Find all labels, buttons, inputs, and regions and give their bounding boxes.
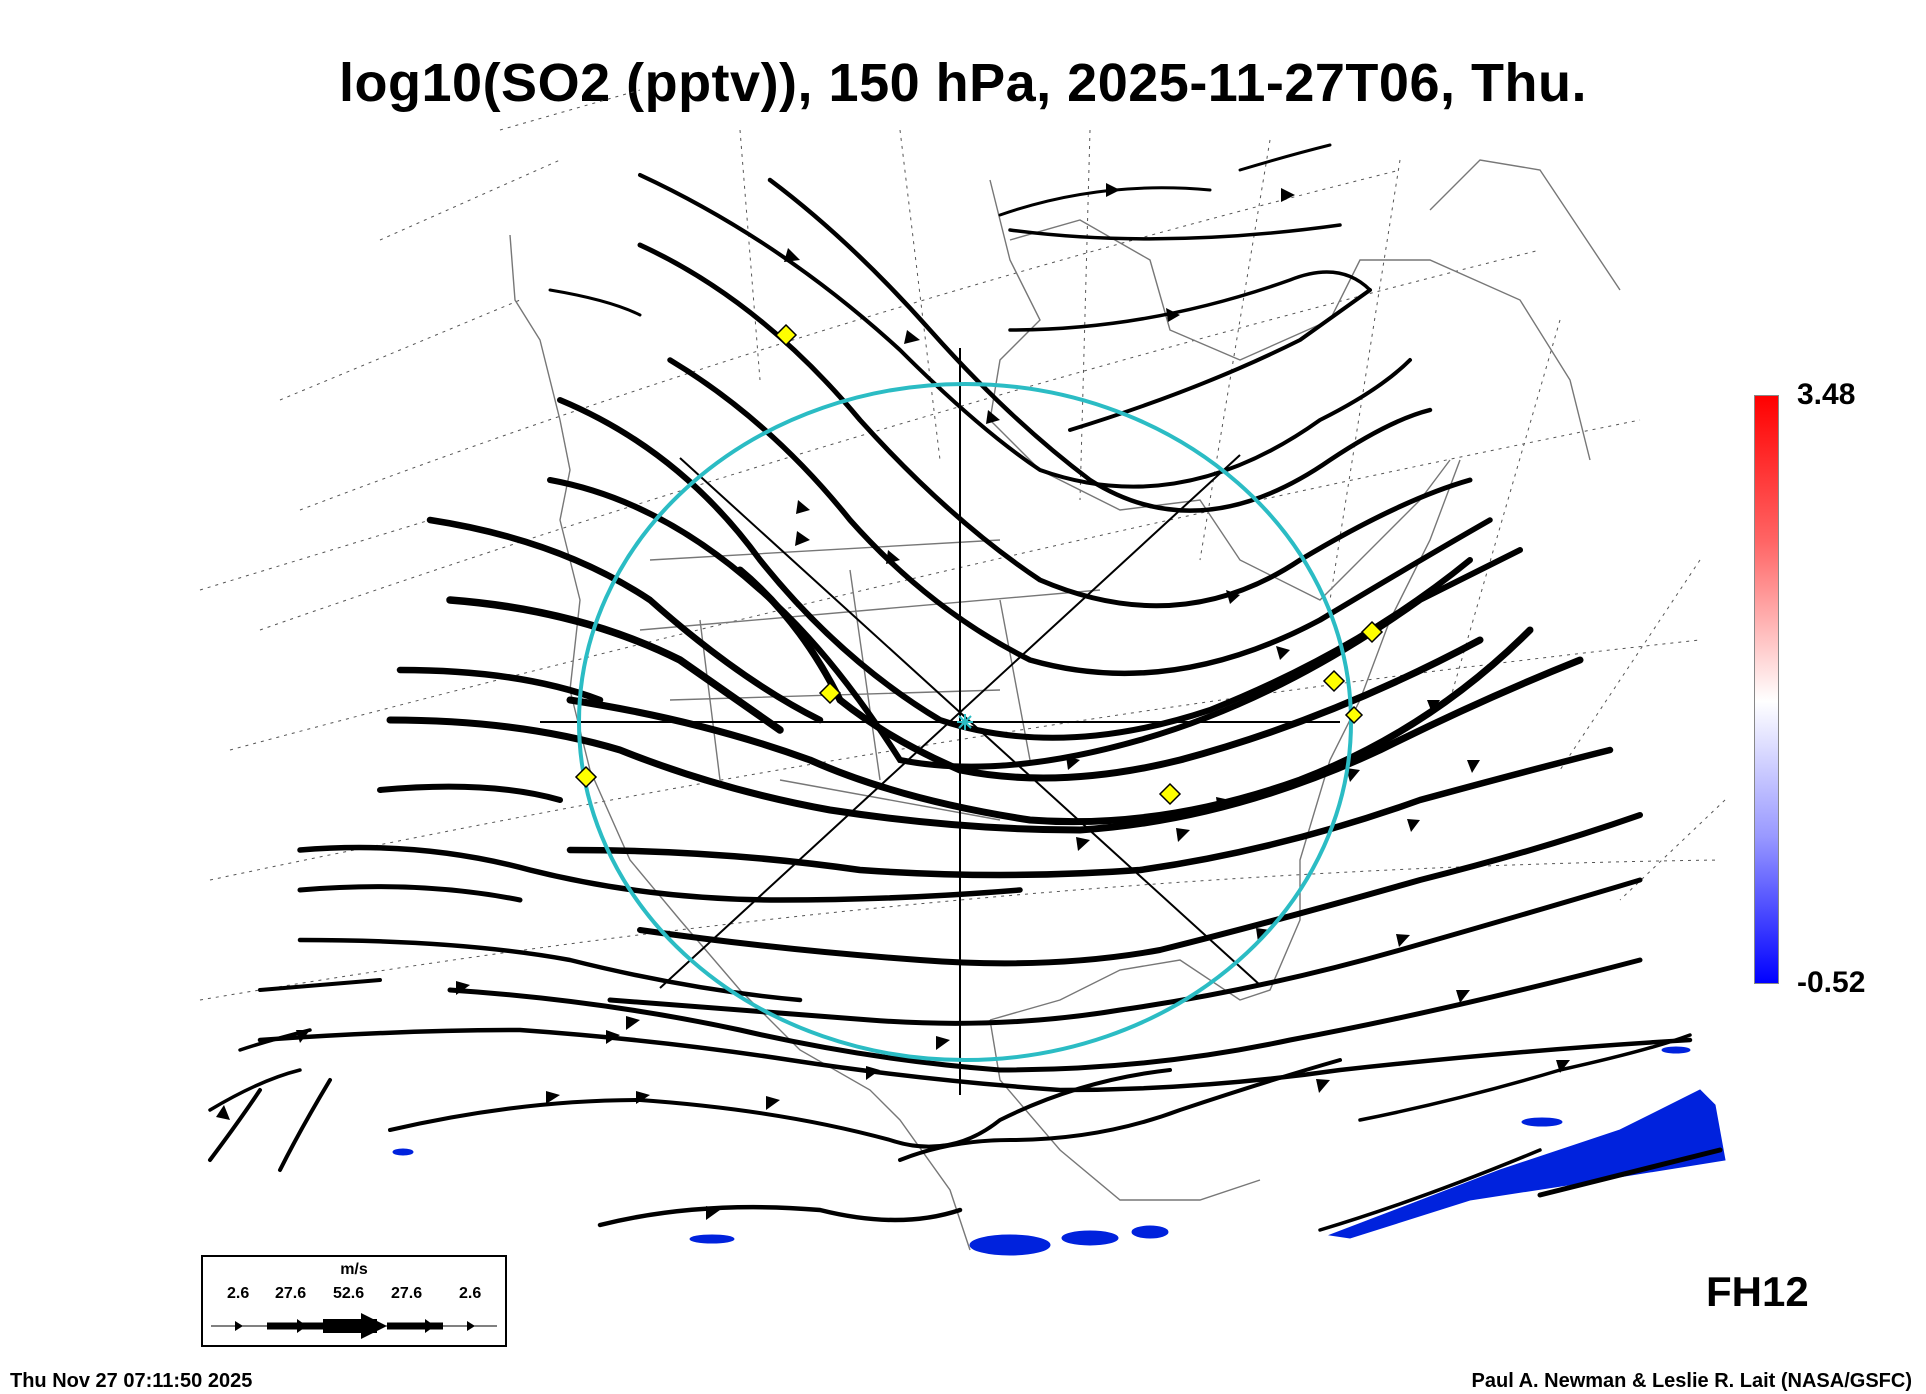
station-marker — [1322, 669, 1346, 693]
footer-credit: Paul A. Newman & Leslie R. Lait (NASA/GS… — [1471, 1370, 1912, 1392]
wind-speed-legend: m/s 2.6 27.6 52.6 27.6 2.6 — [201, 1255, 507, 1347]
station-marker — [1158, 782, 1182, 806]
station-marker — [818, 681, 842, 705]
center-star — [957, 714, 973, 730]
legend-value: 2.6 — [227, 1285, 250, 1302]
legend-value: 52.6 — [333, 1285, 365, 1302]
coastlines — [509, 159, 1621, 1251]
legend-value: 27.6 — [275, 1285, 307, 1302]
legend-value: 27.6 — [391, 1285, 423, 1302]
graticule — [199, 89, 1726, 1001]
wind-streamlines — [208, 143, 1723, 1232]
footer-timestamp: Thu Nov 27 07:11:50 2025 — [10, 1370, 253, 1392]
legend-unit: m/s — [340, 1261, 368, 1278]
legend-value: 2.6 — [459, 1285, 482, 1302]
forecast-hour-label: FH12 — [1706, 1268, 1809, 1315]
so2-fill — [392, 1046, 1726, 1256]
colorbar-min-label: -0.52 — [1797, 966, 1866, 999]
range-ellipse — [577, 382, 1353, 1062]
station-marker — [1344, 705, 1364, 725]
station-markers — [574, 323, 1384, 806]
streamline-arrowheads — [216, 183, 1570, 1220]
colorbar — [1754, 395, 1779, 984]
station-marker — [774, 323, 798, 347]
chart-title: log10(SO2 (pptv)), 150 hPa, 2025-11-27T0… — [339, 53, 1587, 113]
station-marker — [574, 765, 598, 789]
station-marker — [1360, 620, 1384, 644]
colorbar-max-label: 3.48 — [1797, 378, 1856, 411]
legend-arrow-scale — [211, 1313, 497, 1339]
